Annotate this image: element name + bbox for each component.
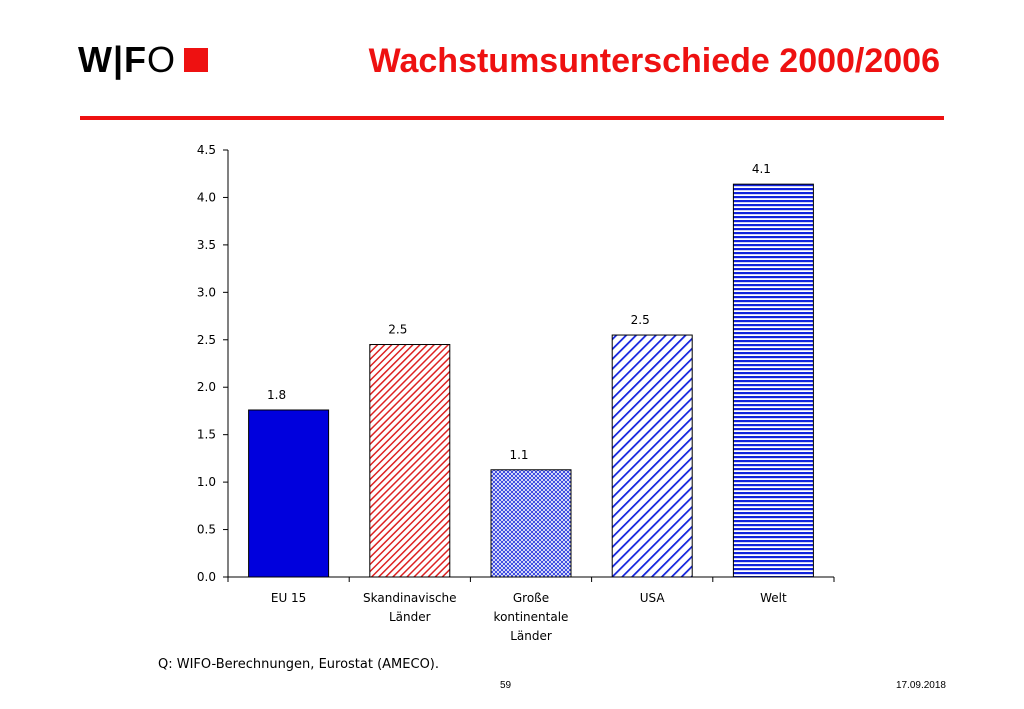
- y-tick-label: 4.0: [197, 190, 216, 204]
- y-tick-label: 3.0: [197, 285, 216, 299]
- page-number: 59: [500, 680, 512, 691]
- y-tick-label: 2.0: [197, 380, 216, 394]
- category-label: USA: [640, 591, 666, 605]
- y-tick-label: 4.5: [197, 143, 216, 157]
- data-label: 2.5: [631, 313, 650, 327]
- wifo-logo: W|F O: [78, 39, 209, 80]
- category-label: Skandinavische: [363, 591, 457, 605]
- data-label: 2.5: [388, 323, 407, 337]
- y-tick-label: 0.0: [197, 570, 216, 584]
- data-label: 1.1: [509, 448, 528, 462]
- y-tick-label: 0.5: [197, 523, 216, 537]
- bar-4: [732, 183, 814, 578]
- bar-0: [248, 409, 330, 578]
- y-tick-label: 3.5: [197, 238, 216, 252]
- category-label: Länder: [389, 610, 431, 624]
- category-label: Länder: [510, 629, 552, 643]
- bar-2: [490, 469, 572, 578]
- logo-o: O: [147, 39, 177, 80]
- chart-labels: 0.0 0.5 1.0 1.5 2.0 2.5 3.0 3.5 4.0 4.5 1.8 EU 15 2.…: [197, 143, 787, 643]
- bar-3: [611, 334, 693, 578]
- data-label: 1.8: [267, 388, 286, 402]
- slide-date: 17.09.2018: [895, 680, 946, 691]
- category-label: Große: [513, 591, 549, 605]
- slide-title: Wachstumsunterschiede 2000/2006: [368, 42, 940, 80]
- data-label: 4.1: [752, 162, 771, 176]
- category-label: Welt: [760, 591, 787, 605]
- source-note: Q: WIFO-Berechnungen, Eurostat (AMECO).: [158, 657, 440, 672]
- y-tick-label: 1.5: [197, 428, 216, 442]
- category-label: EU 15: [271, 591, 306, 605]
- logo-text: W|F: [78, 39, 148, 80]
- chart-bars: [248, 183, 814, 578]
- y-tick-label: 1.0: [197, 475, 216, 489]
- y-tick-label: 2.5: [197, 333, 216, 347]
- title-rule: [80, 116, 944, 120]
- bar-1: [369, 344, 451, 578]
- logo-red-square: [184, 48, 209, 72]
- category-label: kontinentale: [494, 610, 569, 624]
